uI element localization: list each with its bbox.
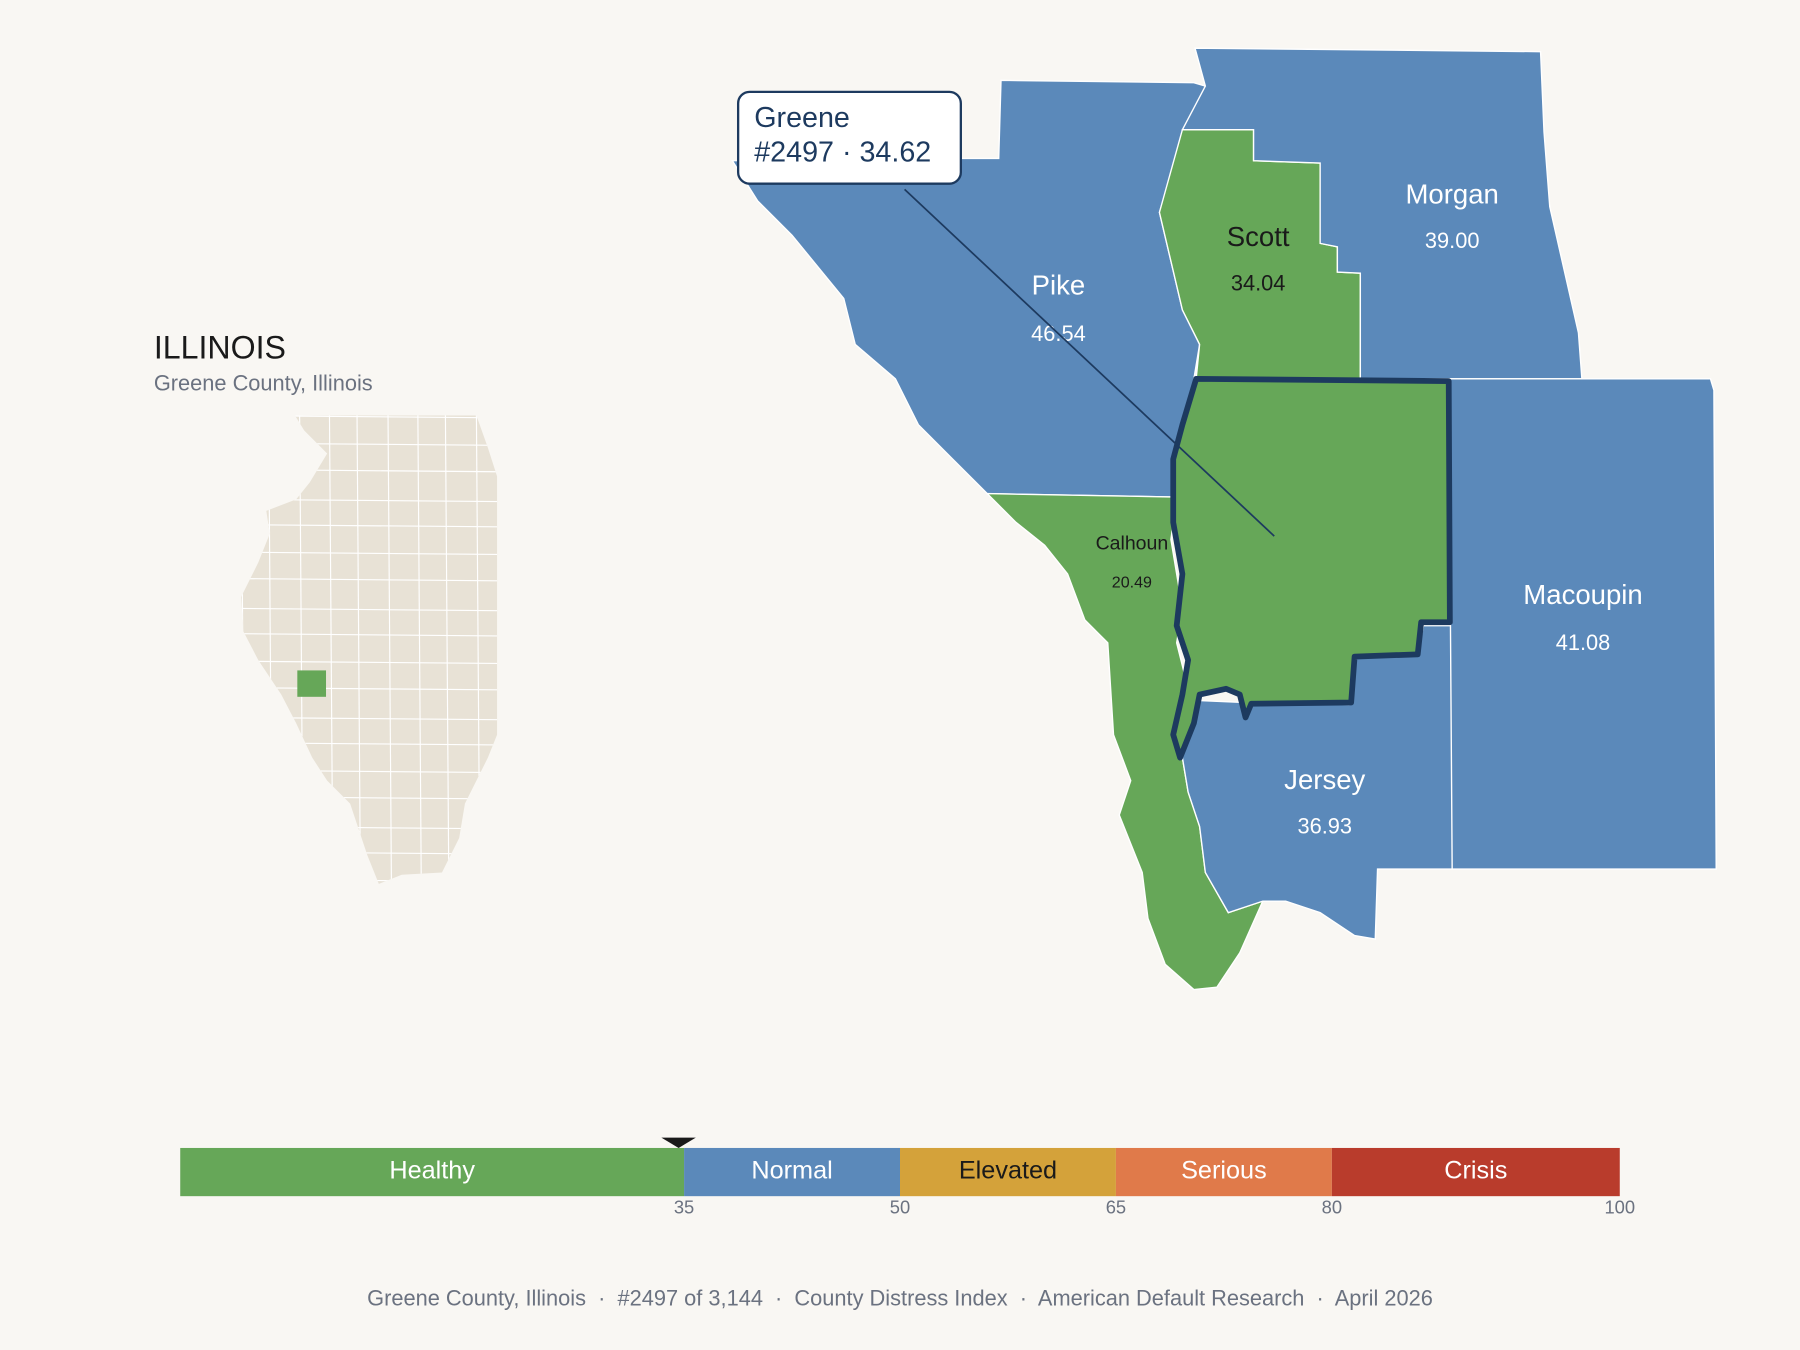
legend-band — [180, 1147, 685, 1197]
legend-band — [1115, 1147, 1332, 1197]
county-labels: Pike46.54Scott34.04Morgan39.00Calhoun20.… — [1031, 179, 1643, 839]
county-value: 41.08 — [1556, 630, 1611, 655]
state-subtitle: Greene County, Illinois — [154, 370, 373, 395]
legend-band-label: Crisis — [1444, 1157, 1507, 1185]
legend: Healthy 35 Normal 50 Elevated 65 Serious 80 Cris… — [180, 1137, 1635, 1218]
footer: Greene County, Illinois · #2497 of 3,144… — [367, 1285, 1433, 1310]
tooltip-title: Greene — [754, 102, 850, 134]
tooltip-detail: #2497 · 34.62 — [754, 136, 931, 168]
county-value: 36.93 — [1297, 813, 1352, 838]
county-value: 20.49 — [1112, 573, 1152, 591]
legend-tick-label: 50 — [890, 1197, 910, 1218]
legend-tick-label: 35 — [674, 1197, 694, 1218]
legend-tick-label: 80 — [1322, 1197, 1342, 1218]
county-shape — [985, 492, 1265, 991]
state-outline — [241, 415, 498, 884]
legend-band-label: Elevated — [959, 1157, 1057, 1185]
legend-band — [684, 1147, 900, 1197]
county-border — [241, 878, 498, 883]
county-value: 34.04 — [1231, 270, 1286, 295]
county-shape — [1448, 378, 1717, 870]
county-border — [241, 607, 498, 612]
county-name: Macoupin — [1523, 579, 1642, 610]
county-name: Morgan — [1405, 179, 1498, 210]
legend-band-label: Healthy — [389, 1157, 475, 1185]
legend-tick-label: 100 — [1604, 1197, 1635, 1218]
tooltip-box — [736, 90, 962, 185]
legend-marker — [661, 1137, 696, 1148]
county-shape — [1181, 47, 1583, 380]
county-name: Pike — [1032, 269, 1086, 300]
county-border — [241, 687, 498, 691]
focus-county — [1170, 375, 1453, 761]
county-name: Jersey — [1284, 764, 1365, 795]
state-highlight-county — [297, 670, 327, 697]
legend-band — [1331, 1147, 1620, 1197]
county-border — [241, 633, 498, 637]
county-value: 39.00 — [1425, 228, 1480, 253]
county-border — [356, 415, 362, 884]
state-title: ILLINOIS — [154, 330, 286, 366]
county-border — [444, 415, 450, 884]
tooltip: Greene #2497 · 34.62 — [736, 90, 962, 185]
legend-band-label: Serious — [1181, 1157, 1267, 1185]
legend-tick-label: 65 — [1106, 1197, 1126, 1218]
state-minimap — [241, 415, 498, 884]
county-border — [417, 415, 422, 884]
county-border — [387, 415, 393, 884]
county-border — [241, 551, 498, 556]
tooltip-leader — [904, 188, 1275, 537]
county-border — [241, 577, 498, 582]
county-border — [241, 524, 498, 528]
legend-band-label: Normal — [751, 1157, 832, 1185]
county-border — [241, 660, 498, 665]
legend-band — [900, 1147, 1116, 1197]
county-name: Calhoun — [1096, 532, 1169, 554]
county-border — [241, 415, 246, 884]
county-name: Scott — [1227, 221, 1290, 252]
